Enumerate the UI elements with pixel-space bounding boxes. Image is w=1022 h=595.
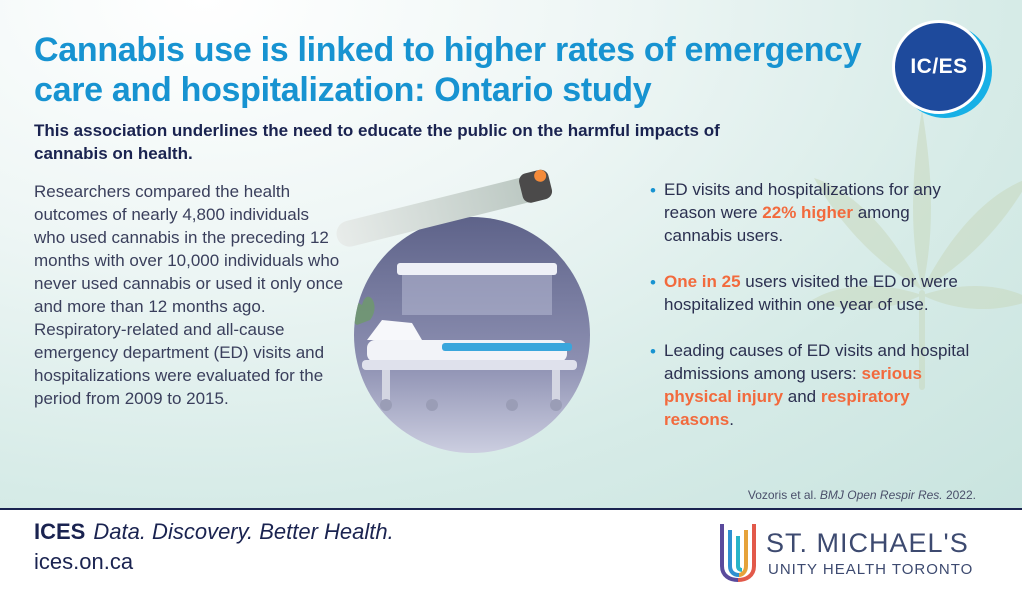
ices-logo-text: IC/ES <box>910 55 968 78</box>
cannabis-leaf-icon <box>812 110 1022 390</box>
findings-list: • ED visits and hospitalizations for any … <box>650 178 980 431</box>
brand-name: ICES <box>34 519 86 544</box>
page-subtitle: This association underlines the need to … <box>34 121 720 163</box>
finding-3: • Leading causes of ED visits and hospita… <box>650 341 970 429</box>
finding-1: • ED visits and hospitalizations for any … <box>650 180 941 245</box>
footer-divider <box>0 508 1022 510</box>
bullet-dot-icon: • <box>650 342 656 361</box>
smh-logo-mark <box>720 524 756 582</box>
hospital-bed-illustration <box>336 169 590 453</box>
footer-brand: ICES Data. Discovery. Better Health. <box>34 518 394 546</box>
page-title: Cannabis use is linked to higher rates o… <box>34 31 862 109</box>
partner-name: ST. MICHAEL'S <box>766 528 969 558</box>
citation: Vozoris et al. BMJ Open Respir Res. 2022… <box>747 488 976 502</box>
partner-subtitle: UNITY HEALTH TORONTO <box>768 561 974 578</box>
footer-url[interactable]: ices.on.ca <box>34 549 134 574</box>
brand-tagline: Data. Discovery. Better Health. <box>93 519 394 544</box>
study-description: Researchers compared the health outcomes… <box>34 182 344 408</box>
ices-logo: IC/ES <box>892 20 986 114</box>
finding-2: • One in 25 users visited the ED or were … <box>650 272 958 314</box>
bullet-dot-icon: • <box>650 181 656 200</box>
bullet-dot-icon: • <box>650 273 656 292</box>
infographic-panel: Cannabis use is linked to higher rates o… <box>0 0 1022 510</box>
